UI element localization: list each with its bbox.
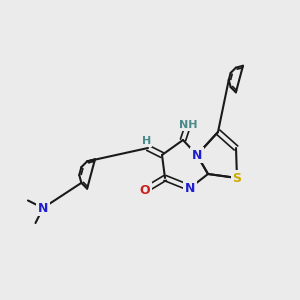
- Text: N: N: [38, 202, 48, 214]
- Text: S: S: [232, 172, 242, 184]
- Text: N: N: [192, 148, 202, 161]
- Text: NH: NH: [179, 120, 197, 130]
- Text: H: H: [142, 136, 151, 146]
- Text: O: O: [140, 184, 150, 196]
- Text: N: N: [185, 182, 195, 194]
